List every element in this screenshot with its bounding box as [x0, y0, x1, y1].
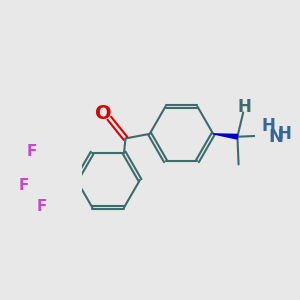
Text: F: F — [19, 178, 29, 193]
Text: H: H — [277, 125, 291, 143]
Text: N: N — [268, 128, 283, 146]
Text: F: F — [27, 144, 37, 159]
Polygon shape — [213, 134, 238, 139]
Text: H: H — [237, 98, 251, 116]
Text: O: O — [95, 104, 112, 123]
Text: F: F — [37, 199, 47, 214]
Text: H: H — [261, 117, 275, 135]
